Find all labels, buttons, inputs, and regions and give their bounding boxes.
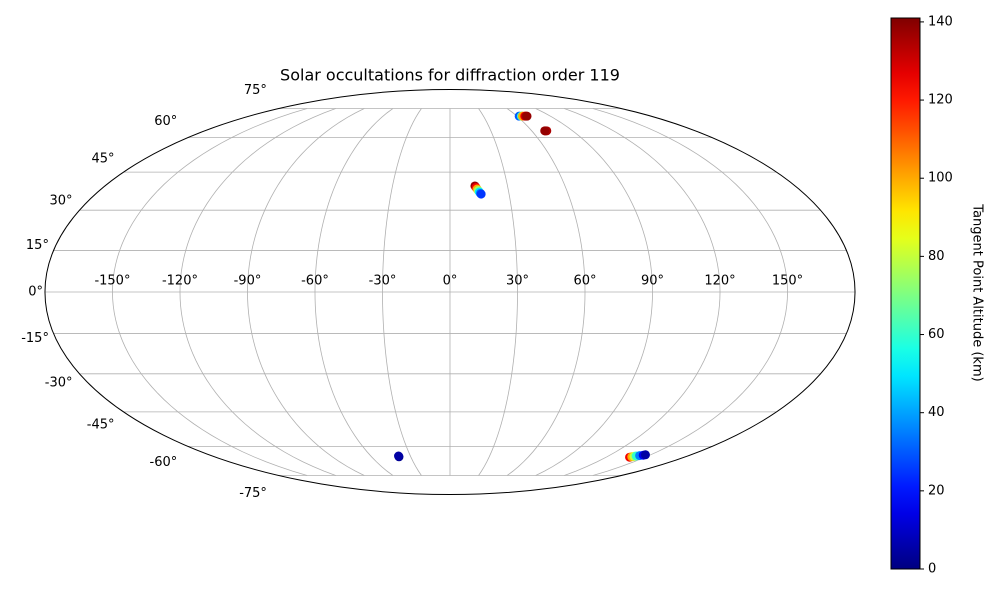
x-tick-label: -150° xyxy=(94,274,130,289)
colorbar-tick-label: 60 xyxy=(928,327,945,342)
y-tick-label: 0° xyxy=(28,285,43,300)
y-tick-label: -30° xyxy=(45,376,73,391)
occultation-point xyxy=(640,450,650,460)
colorbar-tick-label: 140 xyxy=(928,14,953,29)
occultation-point xyxy=(522,111,532,121)
y-tick-label: 45° xyxy=(91,151,114,166)
y-tick-label: 30° xyxy=(49,193,72,208)
occultation-point xyxy=(540,126,550,136)
colorbar-tick-label: 80 xyxy=(928,249,945,264)
occultation-point xyxy=(394,451,404,461)
colorbar-label: Tangent Point Altitude (km) xyxy=(970,203,985,381)
x-tick-label: 120° xyxy=(704,274,735,289)
y-tick-label: -45° xyxy=(87,418,115,433)
x-tick-label: -30° xyxy=(369,274,397,289)
y-tick-label: -60° xyxy=(150,455,178,470)
colorbar-tick-label: 100 xyxy=(928,171,953,186)
y-tick-label: 75° xyxy=(244,83,267,98)
colorbar-tick-label: 120 xyxy=(928,93,953,108)
y-tick-label: 15° xyxy=(26,238,49,253)
occultation-point xyxy=(476,189,486,199)
x-tick-label: -60° xyxy=(301,274,329,289)
colorbar-tick-label: 0 xyxy=(928,562,936,577)
chart-title: Solar occultations for diffraction order… xyxy=(280,66,620,85)
y-tick-label: -15° xyxy=(21,331,49,346)
x-tick-label: -90° xyxy=(234,274,262,289)
x-tick-label: 60° xyxy=(573,274,596,289)
colorbar-tick-label: 20 xyxy=(928,483,945,498)
x-tick-label: 150° xyxy=(772,274,803,289)
x-tick-label: 90° xyxy=(641,274,664,289)
colorbar xyxy=(890,17,921,570)
x-tick-label: 30° xyxy=(506,274,529,289)
y-tick-label: -75° xyxy=(239,486,267,501)
colorbar-tick-label: 40 xyxy=(928,405,945,420)
y-tick-label: 60° xyxy=(154,114,177,129)
x-tick-label: 0° xyxy=(443,274,458,289)
map-outline xyxy=(44,88,856,496)
x-tick-label: -120° xyxy=(162,274,198,289)
